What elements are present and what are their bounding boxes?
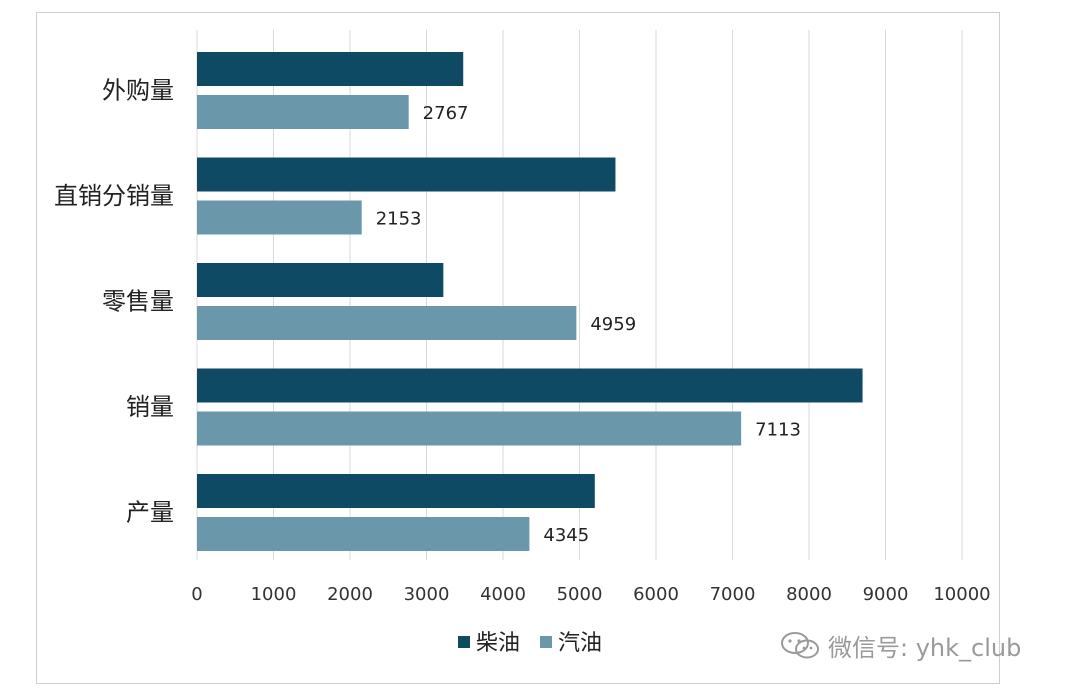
x-tick-label: 10000 <box>933 584 990 605</box>
bar-diesel <box>197 474 595 508</box>
category-label: 直销分销量 <box>54 182 174 210</box>
bar-diesel <box>197 157 616 192</box>
data-labels: 2767 2153 4959 7113 4345 <box>376 103 801 546</box>
bar-gasoline <box>197 200 362 235</box>
chart-frame <box>36 12 1000 684</box>
data-label: 7113 <box>755 420 801 441</box>
x-tick-label: 3000 <box>404 584 450 605</box>
bar-gasoline <box>197 95 409 129</box>
legend-swatch <box>458 636 470 648</box>
bar-gasoline <box>197 411 742 446</box>
watermark-text: 微信号: yhk_club <box>828 634 1022 662</box>
watermark: 微信号: yhk_club <box>780 628 1021 663</box>
x-tick-label: 6000 <box>633 584 679 605</box>
category-label: 产量 <box>126 499 174 527</box>
category-label: 销量 <box>126 393 174 421</box>
category-label: 零售量 <box>102 288 174 316</box>
category-label: 外购量 <box>102 77 174 105</box>
bar-gasoline <box>197 517 530 551</box>
x-tick-label: 5000 <box>557 584 603 605</box>
legend-label: 柴油 <box>476 631 520 656</box>
x-tick-label: 8000 <box>786 584 832 605</box>
bars <box>197 52 863 551</box>
wechat-icon <box>781 631 819 658</box>
legend-label: 汽油 <box>558 631 602 656</box>
x-tick-labels: 0 1000 2000 3000 4000 5000 6000 7000 8000 9000 100… <box>191 584 990 605</box>
legend: 柴油 汽油 <box>458 631 602 656</box>
bar-diesel <box>197 368 863 403</box>
bar-gasoline <box>197 306 577 340</box>
data-label: 2153 <box>376 209 422 230</box>
x-tick-label: 4000 <box>480 584 526 605</box>
data-label: 2767 <box>423 103 469 124</box>
x-tick-label: 9000 <box>863 584 909 605</box>
x-tick-label: 1000 <box>251 584 297 605</box>
data-label: 4345 <box>543 525 589 546</box>
legend-swatch <box>540 636 552 648</box>
x-tick-label: 7000 <box>710 584 756 605</box>
data-label: 4959 <box>590 314 636 335</box>
x-tick-label: 0 <box>191 584 202 605</box>
bar-diesel <box>197 52 464 86</box>
gridlines <box>196 30 963 560</box>
bar-diesel <box>197 263 444 297</box>
x-tick-label: 2000 <box>327 584 373 605</box>
